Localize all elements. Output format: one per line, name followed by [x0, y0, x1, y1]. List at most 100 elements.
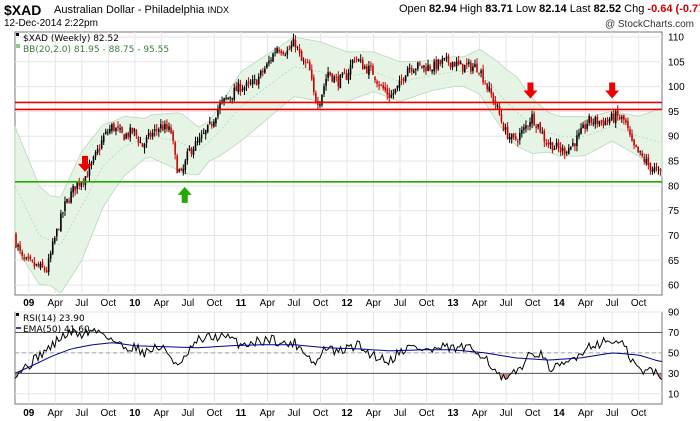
candle-body	[255, 80, 258, 86]
chg-label: Chg	[624, 3, 645, 15]
candle-body	[390, 94, 393, 98]
annotation-arrow-down-3	[523, 82, 538, 99]
candle-body	[125, 133, 127, 139]
candle-body	[563, 148, 566, 155]
candle-body	[643, 156, 646, 163]
candle-body	[264, 68, 266, 73]
candle-body	[294, 39, 297, 48]
candle-body	[492, 93, 495, 103]
candle-body	[239, 83, 242, 92]
candle-body	[468, 61, 470, 64]
candle-body	[516, 141, 519, 142]
candle-body	[51, 241, 54, 254]
candle-body	[374, 76, 376, 81]
candle-body	[86, 175, 89, 178]
candle-body	[331, 73, 333, 82]
annotation-arrow-down-1	[78, 155, 93, 172]
candle-body	[641, 153, 644, 157]
candle-body	[23, 257, 25, 259]
candle-body	[386, 88, 389, 95]
candle-body	[229, 97, 231, 99]
price-x-tick-label: 12	[341, 298, 353, 309]
rsi-x-tick-label: Apr	[366, 408, 382, 419]
candle-body	[523, 127, 525, 130]
rsi-x-tick-label: Jul	[181, 408, 194, 419]
rsi-oversold-fill	[15, 373, 18, 379]
candle-body	[649, 163, 652, 171]
candle-body	[596, 116, 599, 124]
candle-body	[343, 72, 346, 74]
rsi-x-tick-label: Apr	[472, 408, 488, 419]
candle-body	[176, 155, 178, 174]
rsi-x-tick-label: Jul	[394, 408, 407, 419]
candle-body	[623, 114, 625, 120]
high-value: 83.71	[485, 3, 513, 15]
price-x-tick-label: Apr	[366, 298, 382, 309]
rsi-x-tick-label: Jul	[288, 408, 301, 419]
candle-body	[576, 135, 578, 147]
candle-body	[202, 132, 205, 134]
price-y-tick-label: 90	[668, 132, 680, 143]
candle-body	[198, 137, 201, 143]
candle-body	[553, 148, 556, 150]
candle-body	[341, 73, 344, 76]
candle-body	[15, 233, 17, 247]
candlestick-series	[15, 33, 662, 276]
candle-body	[500, 113, 503, 122]
candle-body	[329, 71, 331, 76]
candle-body	[659, 169, 662, 172]
candle-body	[465, 62, 468, 65]
candle-body	[131, 127, 134, 134]
candle-body	[94, 152, 97, 157]
candle-body	[47, 258, 50, 273]
candle-body	[388, 92, 391, 99]
ohlc-summary: Open 82.94 High 83.71 Low 82.14 Last 82.…	[399, 3, 700, 15]
candle-body	[616, 109, 619, 116]
candle-body	[266, 63, 268, 68]
price-x-tick-label: Apr	[154, 298, 170, 309]
candle-body	[194, 141, 197, 151]
candle-body	[184, 160, 187, 171]
candle-body	[92, 156, 95, 163]
candle-body	[107, 132, 109, 134]
candle-body	[582, 124, 584, 129]
rsi-x-tick-label: Apr	[578, 408, 594, 419]
candle-body	[627, 120, 629, 129]
price-x-tick-label: Jul	[288, 298, 301, 309]
rsi-y-tick-label: 70	[668, 328, 680, 339]
candle-body	[445, 56, 448, 58]
candle-body	[637, 146, 639, 153]
candle-body	[421, 65, 423, 68]
candle-body	[625, 119, 627, 123]
candle-body	[213, 121, 215, 127]
candle-body	[555, 142, 558, 147]
candle-body	[525, 125, 527, 129]
candle-body	[633, 139, 635, 146]
candle-body	[527, 125, 529, 127]
price-x-tick-label: Jul	[75, 298, 88, 309]
candle-body	[80, 182, 83, 187]
candle-body	[19, 244, 21, 251]
candle-body	[521, 129, 523, 134]
candle-body	[208, 122, 211, 124]
rsi-y-tick-label: 90	[668, 308, 680, 319]
candle-body	[327, 72, 329, 78]
candle-body	[600, 120, 603, 122]
candle-body	[547, 142, 550, 145]
candle-body	[143, 144, 146, 149]
candle-body	[147, 132, 150, 137]
price-y-tick-label: 75	[668, 206, 680, 217]
candle-body	[621, 116, 623, 119]
price-y-tick-label: 100	[668, 82, 685, 93]
candle-body	[608, 119, 611, 124]
price-x-tick-label: Jul	[606, 298, 619, 309]
candle-body	[115, 127, 117, 132]
candle-body	[380, 84, 382, 86]
candle-body	[145, 137, 148, 144]
candle-body	[443, 57, 446, 60]
rsi-y-tick-label: 50	[668, 348, 680, 359]
candle-body	[53, 237, 56, 243]
candle-body	[211, 123, 213, 126]
candle-body	[392, 93, 395, 96]
candle-body	[170, 127, 172, 133]
